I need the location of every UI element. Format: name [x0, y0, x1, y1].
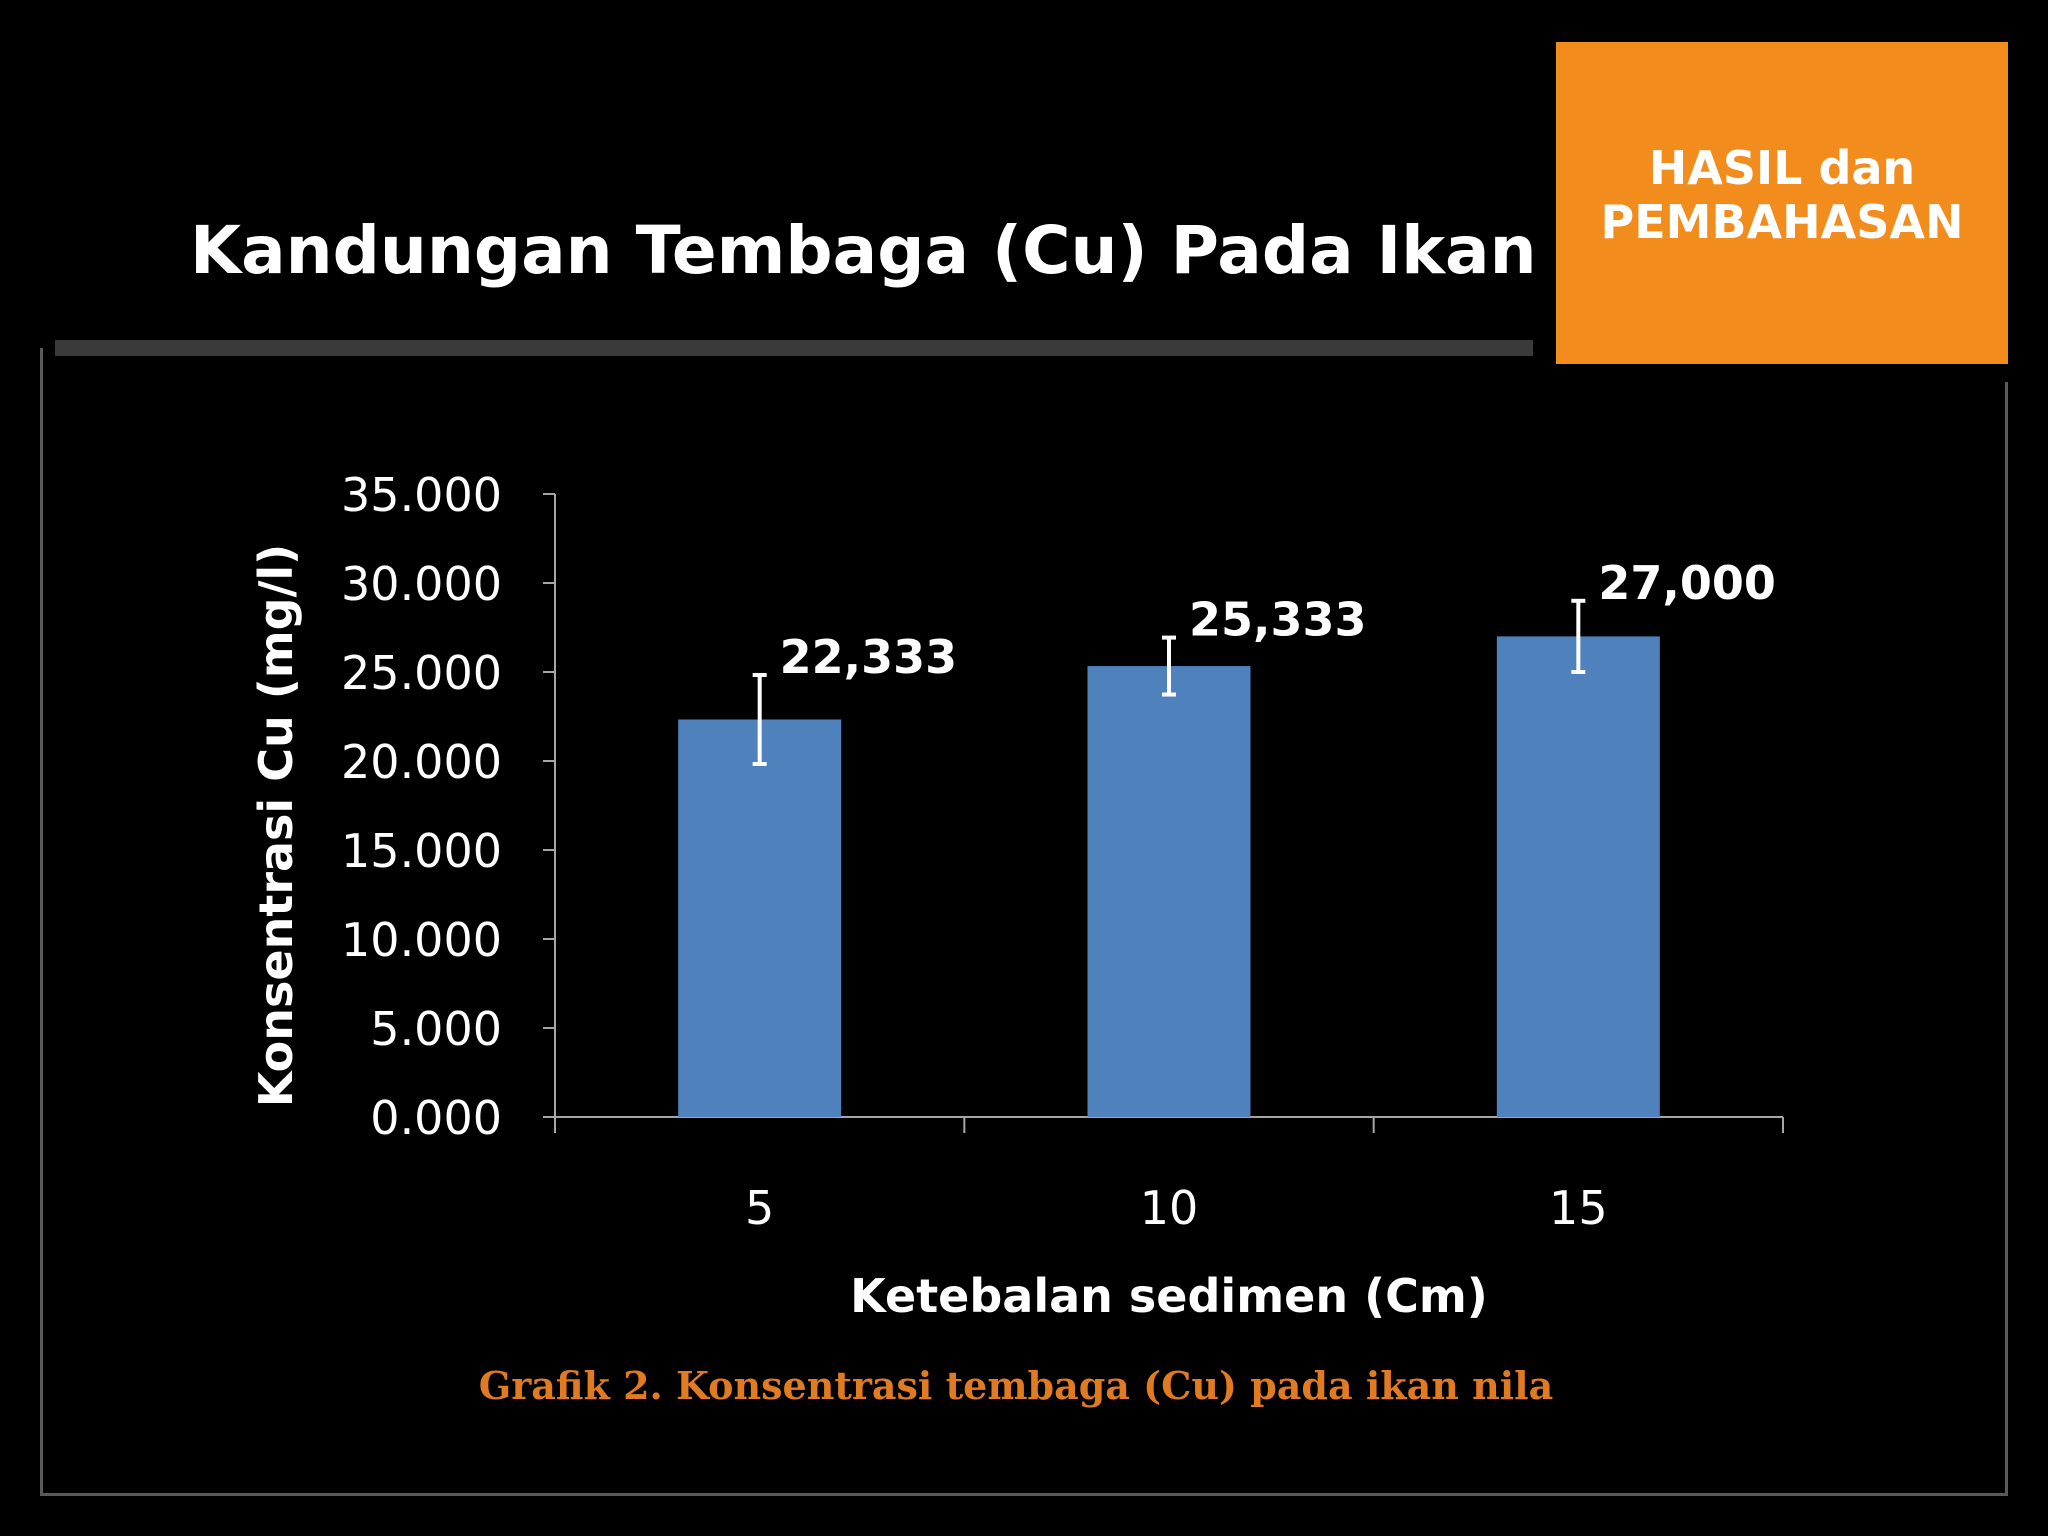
title-underline: [55, 340, 1533, 356]
x-axis-title: Ketebalan sedimen (Cm): [850, 1269, 1488, 1323]
frame-left-border: [40, 348, 43, 1496]
bar: [1087, 666, 1251, 1117]
y-tick-label: 15.000: [341, 824, 502, 878]
y-tick-label: 35.000: [341, 468, 502, 522]
y-tick-label: 5.000: [370, 1002, 502, 1056]
y-tick-label: 25.000: [341, 646, 502, 700]
data-label: 22,333: [780, 630, 958, 684]
frame-right-border: [2005, 382, 2008, 1496]
y-tick-label: 0.000: [370, 1091, 502, 1145]
section-badge-line-2: PEMBAHASAN: [1600, 195, 1964, 249]
slide-title: Kandungan Tembaga (Cu) Pada Ikan Nila: [190, 212, 1705, 289]
bar: [678, 719, 842, 1117]
x-tick-label: 5: [745, 1181, 774, 1235]
y-tick-label: 30.000: [341, 557, 502, 611]
figure-caption: Grafik 2. Konsentrasi tembaga (Cu) pada …: [478, 1363, 1554, 1408]
section-badge: HASIL dan PEMBAHASAN: [1556, 42, 2008, 364]
section-badge-line-1: HASIL dan: [1648, 141, 1916, 195]
y-axis-title: Konsentrasi Cu (mg/l): [249, 544, 303, 1107]
y-tick-label: 20.000: [341, 735, 502, 789]
y-tick-label: 10.000: [341, 913, 502, 967]
x-tick-label: 15: [1549, 1181, 1608, 1235]
data-label: 25,333: [1189, 593, 1367, 647]
bar: [1496, 636, 1660, 1117]
frame-bottom-border: [40, 1493, 2008, 1496]
x-tick-label: 10: [1140, 1181, 1199, 1235]
data-label: 27,000: [1598, 556, 1776, 610]
